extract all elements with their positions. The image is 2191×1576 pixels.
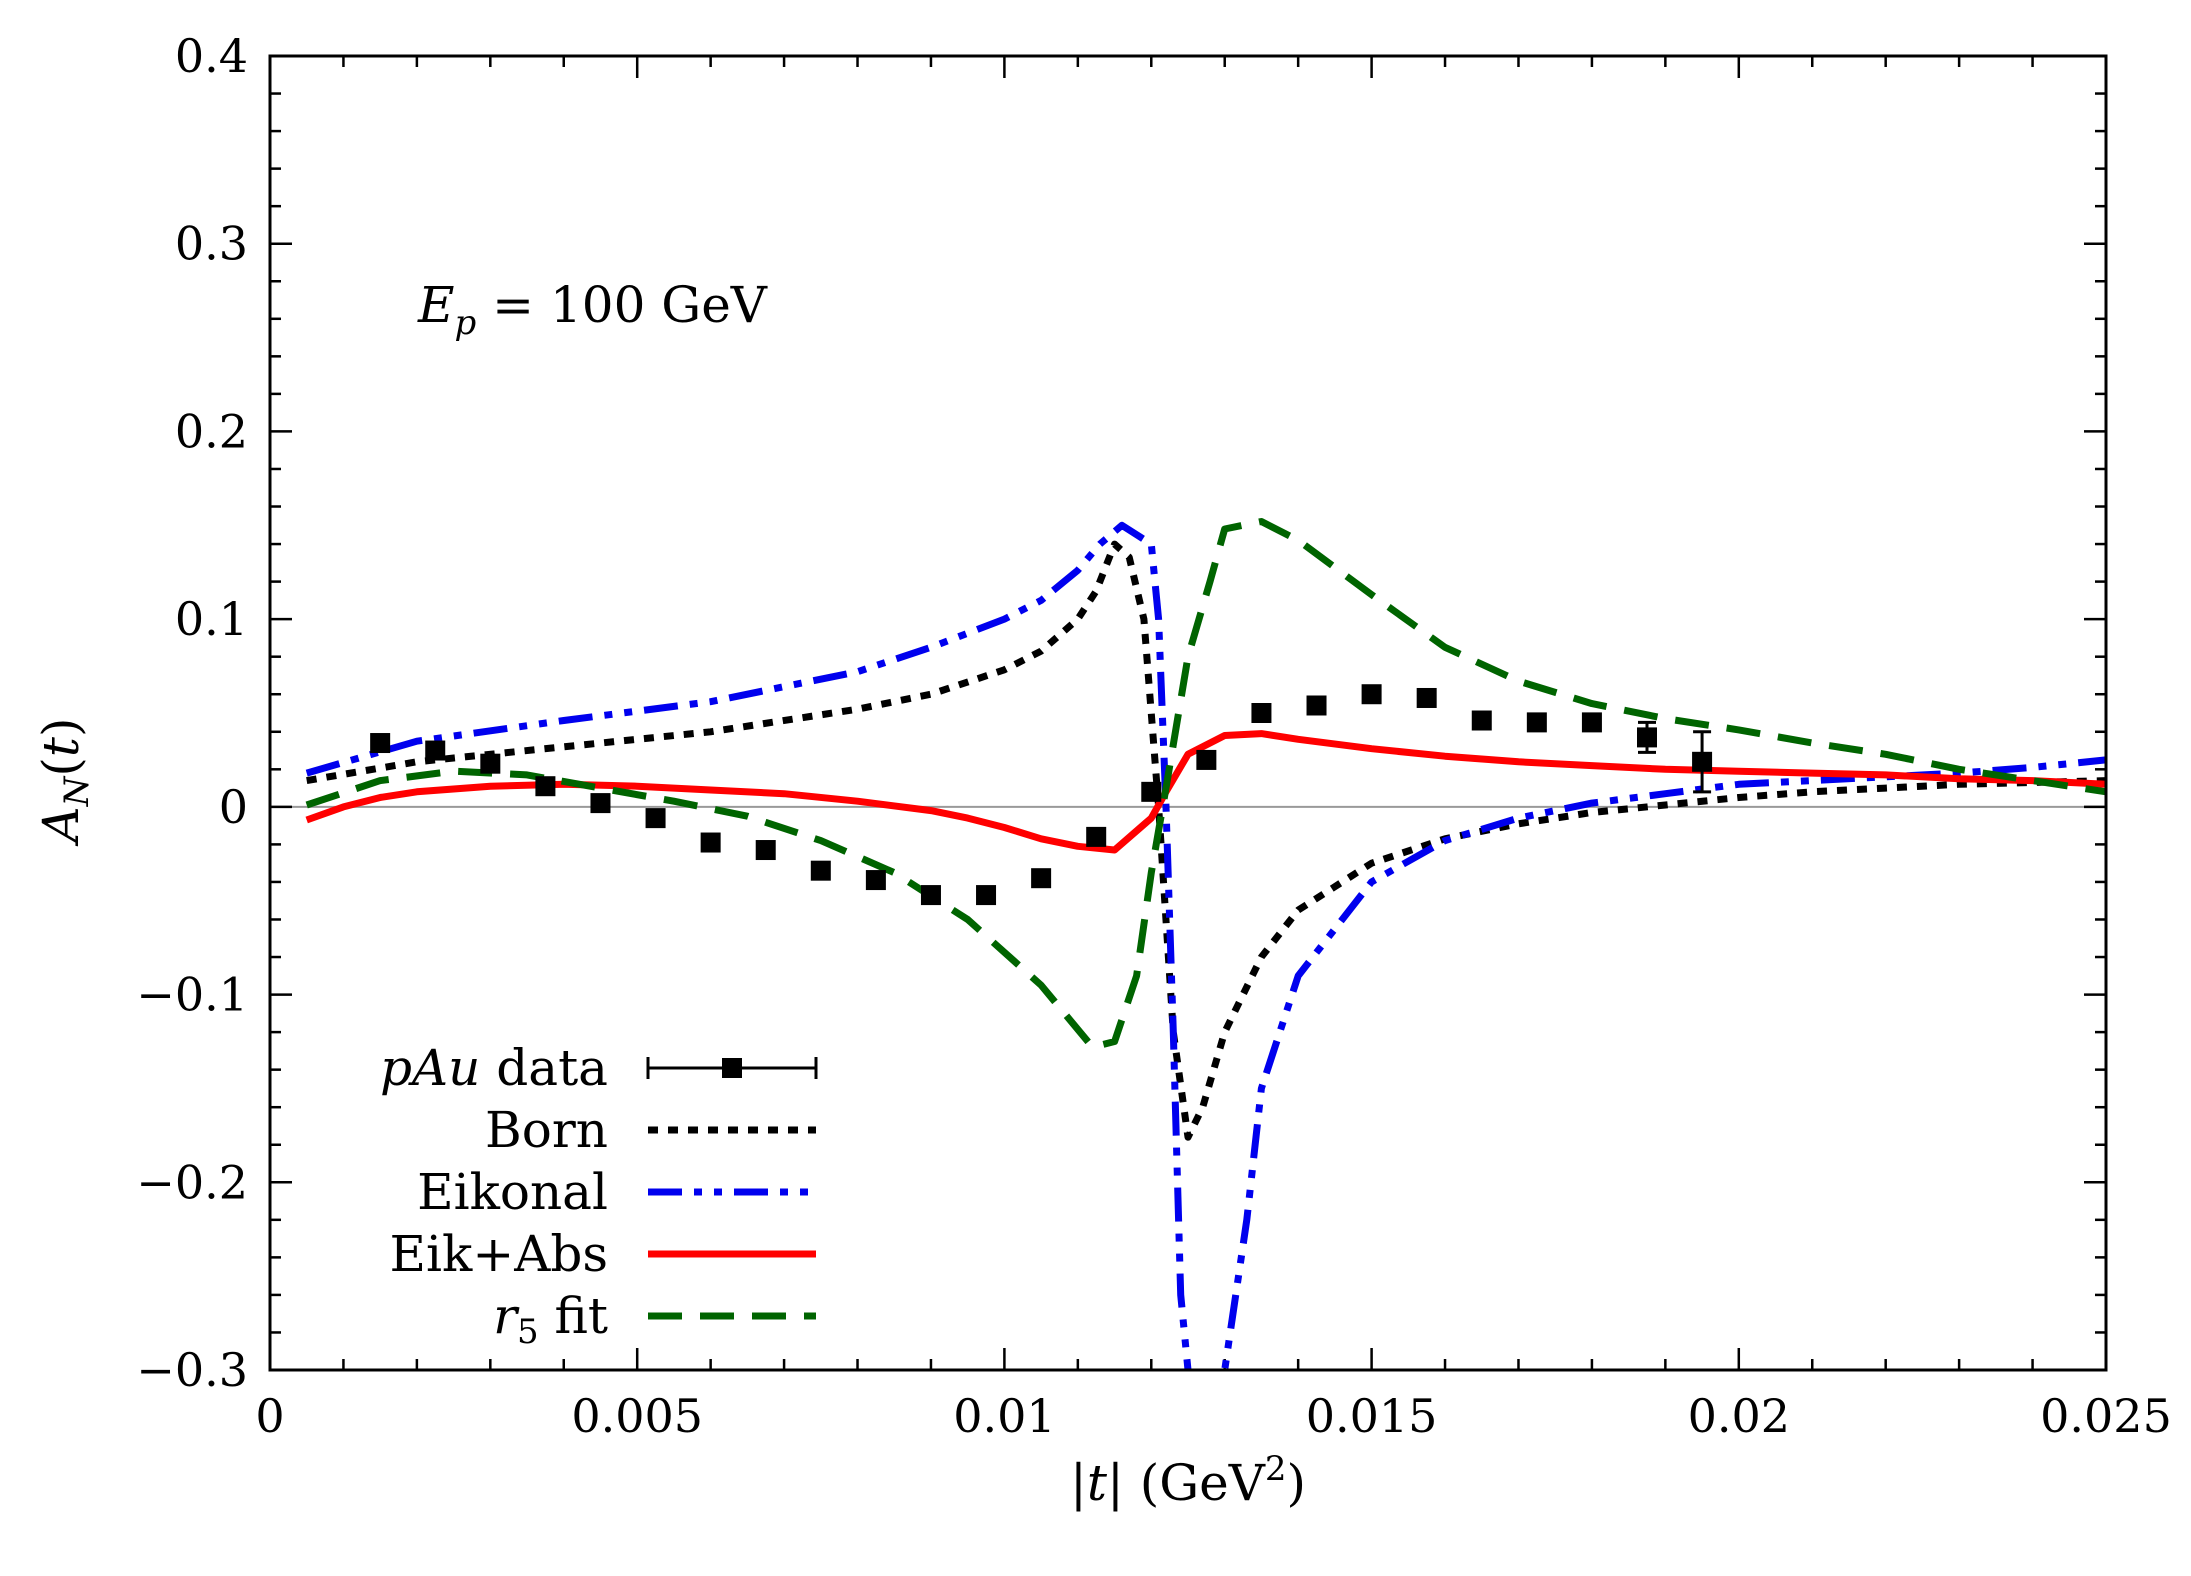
data-point: [1471, 710, 1492, 731]
data-point: [1306, 695, 1327, 716]
y-axis-title: AN(t): [32, 718, 97, 847]
data-point: [425, 740, 446, 761]
data-point: [590, 793, 611, 814]
data-point: [1196, 749, 1217, 770]
data-point: [1031, 868, 1052, 889]
plot-series: [305, 518, 2106, 1370]
y-tick-label: −0.1: [136, 968, 248, 1022]
data-point: [1581, 712, 1602, 733]
data-point: [755, 840, 776, 861]
y-tick-label: −0.3: [136, 1343, 248, 1397]
y-tick-label: 0.2: [175, 404, 248, 458]
series-line-r5-fit: [305, 518, 2106, 1051]
data-point: [645, 808, 666, 829]
x-tick-label: 0.02: [1688, 1389, 1790, 1443]
x-tick-label: 0.025: [2040, 1389, 2172, 1443]
data-point: [810, 860, 831, 881]
data-point: [1141, 781, 1162, 802]
data-point: [1526, 712, 1547, 733]
data-point: [1361, 684, 1382, 705]
legend-label-eikonal: Eikonal: [417, 1163, 608, 1221]
legend-label-eik-abs: Eik+Abs: [390, 1225, 608, 1283]
data-point: [920, 885, 941, 906]
plot-frame: [268, 54, 2108, 1372]
legend-label-pau-data: pAu data: [380, 1039, 608, 1097]
data-point: [1637, 727, 1657, 748]
legend-swatch-marker: [722, 1058, 742, 1078]
energy-annotation: Ep = 100 GeV: [417, 276, 768, 343]
data-point: [480, 753, 501, 774]
y-tick-label: 0.1: [175, 592, 248, 646]
series-line-born: [306, 540, 2106, 1141]
y-tick-label: −0.2: [136, 1155, 248, 1209]
data-point: [370, 733, 391, 754]
data-point: [535, 776, 556, 797]
x-tick-label: 0: [255, 1389, 284, 1443]
data-point: [1416, 687, 1437, 708]
data-point: [865, 870, 886, 891]
y-tick-label: 0.4: [175, 29, 248, 83]
legend-label-r5-fit: r5 fit: [493, 1287, 608, 1352]
x-axis-title: |t| (GeV2): [1070, 1449, 1306, 1512]
data-point: [1251, 703, 1272, 723]
x-tick-label: 0.01: [953, 1389, 1055, 1443]
tick-labels: 0 0.005 0.01 0.015 0.02 0.025 −0.3 −0.2 −0.1 0 0.1…: [136, 29, 2172, 1443]
y-tick-label: 0.3: [175, 217, 248, 271]
data-point: [1692, 751, 1713, 772]
data-point: [976, 885, 997, 906]
x-tick-label: 0.005: [571, 1389, 703, 1443]
x-tick-label: 0.015: [1306, 1389, 1438, 1443]
data-point: [1086, 826, 1107, 847]
legend-label-born: Born: [485, 1101, 608, 1159]
data-point: [700, 832, 721, 853]
y-tick-label: 0: [219, 780, 248, 834]
